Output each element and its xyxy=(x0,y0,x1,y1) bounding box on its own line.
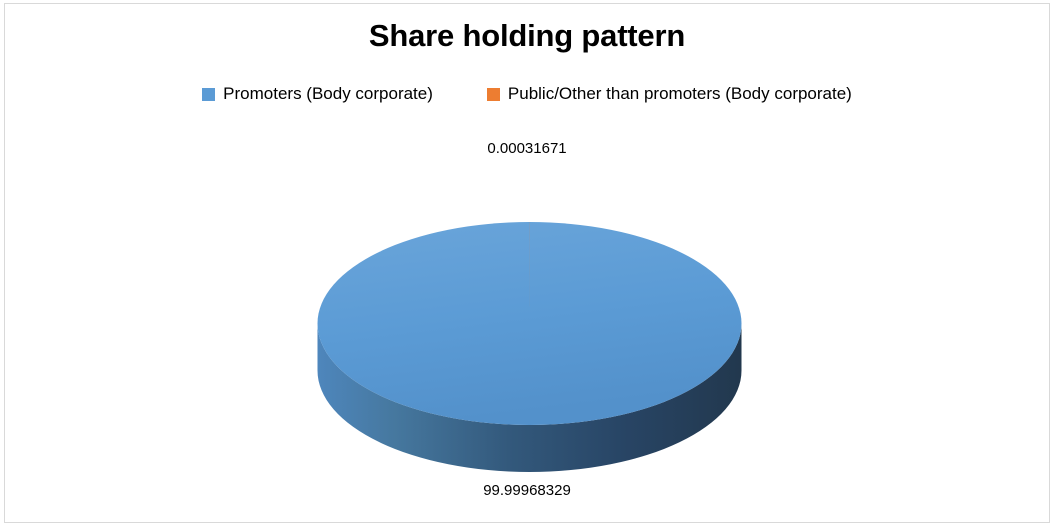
legend-item-public[interactable]: Public/Other than promoters (Body corpor… xyxy=(486,84,852,104)
legend-item-label: Public/Other than promoters (Body corpor… xyxy=(507,84,852,103)
legend-item-promoters[interactable]: Promoters (Body corporate) xyxy=(202,84,433,104)
chart-title: Share holding pattern xyxy=(368,18,686,53)
data-label-minor-slice: 0.00031671 xyxy=(487,140,567,157)
legend-item-label: Promoters (Body corporate) xyxy=(223,84,433,103)
chart-legend: Promoters (Body corporate) Public/Other … xyxy=(0,84,1054,104)
pie-svg xyxy=(317,222,742,472)
legend-swatch-icon xyxy=(202,87,216,101)
data-label-major-slice: 99.99968329 xyxy=(483,482,571,499)
legend-swatch-icon xyxy=(486,87,500,101)
pie-3d-graphic[interactable] xyxy=(317,222,742,472)
pie-side-wall xyxy=(317,323,742,472)
